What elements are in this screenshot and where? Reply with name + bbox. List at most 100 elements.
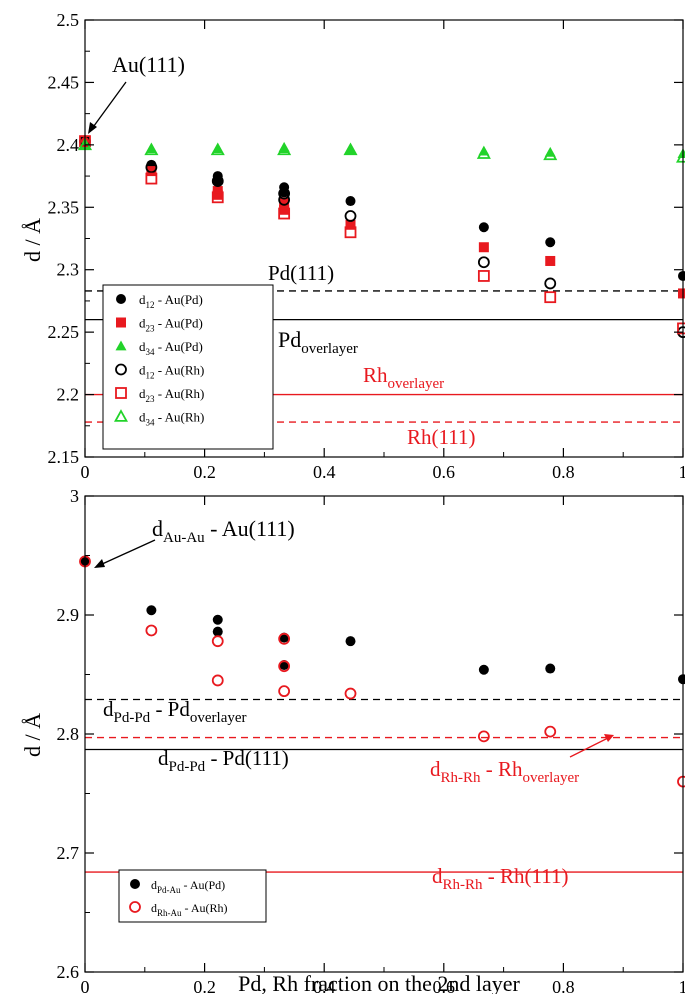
data-point-0-0-6 bbox=[345, 196, 356, 207]
x-tick-label-0-3: 0.6 bbox=[433, 462, 456, 482]
data-point-0-4-3 bbox=[278, 207, 291, 220]
annotation-dauau-main: d bbox=[152, 516, 163, 541]
annotation-au111-arrow bbox=[90, 81, 127, 131]
bottom-legend: dPd-Au - Au(Pd) dRh-Au - Au(Rh) bbox=[118, 869, 267, 923]
y-tick-label-0-3: 2.3 bbox=[57, 260, 80, 280]
annotation-pd-overlayer: Pdoverlayer bbox=[278, 327, 358, 357]
data-point-0-4-6 bbox=[544, 291, 557, 304]
bottom-x-axis-label: Pd, Rh fraction on the 2nd layer bbox=[238, 971, 520, 994]
top-y-axis-label: d / Å bbox=[20, 218, 45, 262]
annotation-dauau-sub: Au-Au bbox=[163, 530, 205, 546]
y-tick-label-1-4: 3 bbox=[70, 486, 79, 506]
annotation-drhrh-rh111: dRh-Rh - Rh(111) bbox=[432, 864, 568, 893]
data-point-0-1-4 bbox=[279, 197, 290, 208]
data-point-0-4-1 bbox=[145, 172, 158, 185]
legend-marker-0-3 bbox=[115, 363, 127, 376]
x-tick-label-0-5: 1 bbox=[679, 462, 685, 482]
y-tick-label-0-5: 2.4 bbox=[57, 135, 80, 155]
data-point-0-3-2 bbox=[211, 175, 224, 187]
x-tick-label-1-3: 0.6 bbox=[433, 977, 456, 994]
data-point-0-5-2 bbox=[210, 142, 225, 156]
y-tick-label-0-1: 2.2 bbox=[57, 385, 80, 405]
annotation-drhrh-overlayer-sub: Rh-Rh bbox=[441, 770, 482, 786]
data-point-0-0-7 bbox=[478, 222, 489, 233]
data-point-0-5-1 bbox=[144, 142, 159, 156]
legend-label-0-1: d23 - Au(Pd) bbox=[139, 316, 203, 334]
data-point-1-0-8 bbox=[545, 663, 556, 674]
x-tick-label-1-1: 0.2 bbox=[193, 977, 216, 994]
data-point-0-0-3 bbox=[212, 176, 223, 187]
data-point-0-1-9 bbox=[678, 288, 685, 299]
data-point-1-0-6 bbox=[345, 636, 356, 647]
legend-label-0-0: d12 - Au(Pd) bbox=[139, 292, 203, 310]
data-point-0-3-3 bbox=[278, 187, 291, 200]
annotation-dpdpd-overlayer-main: d bbox=[103, 697, 114, 721]
data-point-0-2-5 bbox=[345, 144, 357, 155]
data-point-1-1-6 bbox=[278, 685, 291, 698]
y-tick-label-1-2: 2.8 bbox=[57, 724, 80, 744]
annotation-dpdpd-pd111-main: d bbox=[158, 746, 169, 770]
x-tick-label-1-5: 1 bbox=[679, 977, 685, 994]
data-point-1-0-7 bbox=[478, 664, 489, 675]
data-point-1-1-9 bbox=[544, 725, 557, 738]
annotation-dauau-arrow bbox=[99, 539, 156, 566]
data-point-0-5-3 bbox=[277, 142, 292, 156]
annotation-pd-overlayer-sub: overlayer bbox=[301, 341, 358, 357]
annotation-dpdpd-overlayer-sub: Pd-Pd bbox=[114, 710, 151, 726]
legend-marker-0-1 bbox=[116, 317, 126, 328]
y-tick-label-0-4: 2.35 bbox=[48, 197, 80, 217]
data-point-0-5-5 bbox=[476, 146, 491, 159]
x-tick-label-0-2: 0.4 bbox=[313, 462, 336, 482]
y-tick-label-1-0: 2.6 bbox=[57, 962, 80, 982]
data-point-0-1-8 bbox=[545, 255, 556, 266]
data-point-1-1-7 bbox=[344, 687, 357, 700]
data-point-1-0-3 bbox=[212, 626, 223, 637]
annotation-dpdpd-overlayer-rest: - Pd bbox=[150, 697, 190, 721]
data-point-0-1-6 bbox=[345, 219, 356, 230]
data-point-0-4-4 bbox=[344, 226, 357, 239]
annotation-dpdpd-pd111: dPd-Pd - Pd(111) bbox=[158, 746, 289, 775]
top-legend: d12 - Au(Pd) d23 - Au(Pd) d34 - Au(Pd) d12 … bbox=[102, 284, 274, 450]
top-chart: 0 0.2 0.4 0.6 0.8 1 2.15 2.2 2.25 2.3 2.35 2.4 2.45 2… bbox=[20, 10, 685, 482]
data-point-1-1-3 bbox=[211, 674, 224, 687]
x-tick-label-1-2: 0.4 bbox=[313, 977, 336, 994]
annotation-pd-overlayer-main: Pd bbox=[278, 327, 301, 352]
annotation-rh111: Rh(111) bbox=[407, 425, 475, 449]
data-point-0-1-3 bbox=[212, 189, 223, 200]
legend-marker-0-4 bbox=[115, 387, 127, 399]
data-point-0-3-7 bbox=[544, 277, 557, 290]
annotation-rh-overlayer: Rhoverlayer bbox=[363, 363, 444, 392]
annotation-dpdpd-overlayer-sub2: overlayer bbox=[190, 710, 247, 726]
data-point-0-5-6 bbox=[543, 147, 558, 161]
annotation-drhrh-arrow bbox=[569, 737, 609, 758]
data-point-0-3-5 bbox=[344, 210, 357, 222]
legend-label-0-3: d12 - Au(Rh) bbox=[139, 363, 204, 381]
data-point-0-3-1 bbox=[145, 161, 158, 174]
annotation-dauau-rest: - Au(111) bbox=[205, 516, 295, 541]
y-tick-label-0-7: 2.5 bbox=[57, 10, 80, 30]
annotation-dpdpd-pd111-rest: - Pd(111) bbox=[205, 746, 289, 770]
data-point-0-5-4 bbox=[343, 142, 358, 156]
legend-label-0-5: d34 - Au(Rh) bbox=[139, 410, 204, 428]
annotation-dauau: dAu-Au - Au(111) bbox=[152, 516, 295, 546]
y-tick-label-1-1: 2.7 bbox=[57, 843, 80, 863]
top-legend-box bbox=[102, 284, 274, 450]
bottom-chart: 0 0.2 0.4 0.6 0.8 1 2.6 2.7 2.8 2.9 3 d / Å Pd, Rh… bbox=[20, 486, 685, 994]
annotation-drhrh-arrowhead bbox=[604, 734, 614, 742]
data-point-1-1-8 bbox=[477, 730, 490, 743]
data-point-1-1-2 bbox=[211, 635, 224, 648]
data-point-0-4-5 bbox=[477, 270, 490, 282]
data-point-0-1-1 bbox=[146, 166, 157, 177]
annotation-dpdpd-overlayer: dPd-Pd - Pdoverlayer bbox=[103, 697, 247, 726]
annotation-drhrh-rh111-rest: - Rh(111) bbox=[483, 864, 569, 888]
annotation-dauau-arrowhead bbox=[94, 559, 105, 568]
legend-marker-1-0 bbox=[130, 879, 140, 889]
bottom-legend-box bbox=[118, 869, 267, 923]
x-tick-label-1-4: 0.8 bbox=[552, 977, 575, 994]
y-tick-label-0-2: 2.25 bbox=[48, 322, 80, 342]
legend-marker-1-1 bbox=[129, 901, 141, 913]
annotation-dpdpd-pd111-sub: Pd-Pd bbox=[169, 759, 206, 775]
data-point-1-1-4 bbox=[278, 632, 291, 645]
data-point-0-1-7 bbox=[478, 242, 489, 253]
